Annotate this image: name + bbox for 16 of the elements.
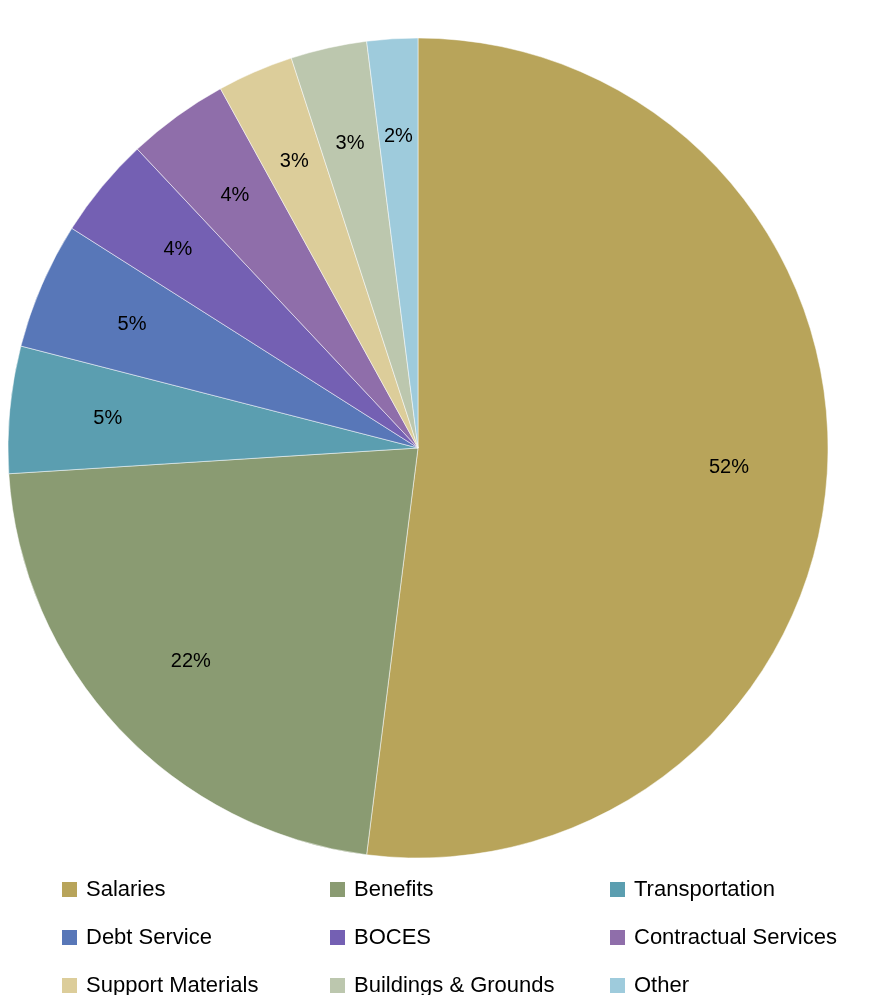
legend-label: Transportation — [634, 875, 776, 901]
legend-label: Other — [634, 971, 690, 997]
data-label: 22% — [170, 648, 212, 671]
data-label: 5% — [117, 311, 147, 334]
data-label: 3% — [279, 149, 309, 172]
data-label: 3% — [335, 131, 365, 154]
data-label: 5% — [93, 405, 123, 428]
legend-label: Debt Service — [86, 923, 212, 949]
data-label: 2% — [383, 124, 414, 147]
data-label: 52% — [708, 454, 750, 477]
legend-label: Salaries — [86, 875, 166, 901]
data-label: 4% — [163, 236, 193, 259]
legend-label: Contractual Services — [634, 923, 837, 949]
legend-label: BOCES — [354, 923, 432, 949]
data-label: 4% — [220, 183, 250, 206]
legend-label: Benefits — [354, 875, 434, 901]
